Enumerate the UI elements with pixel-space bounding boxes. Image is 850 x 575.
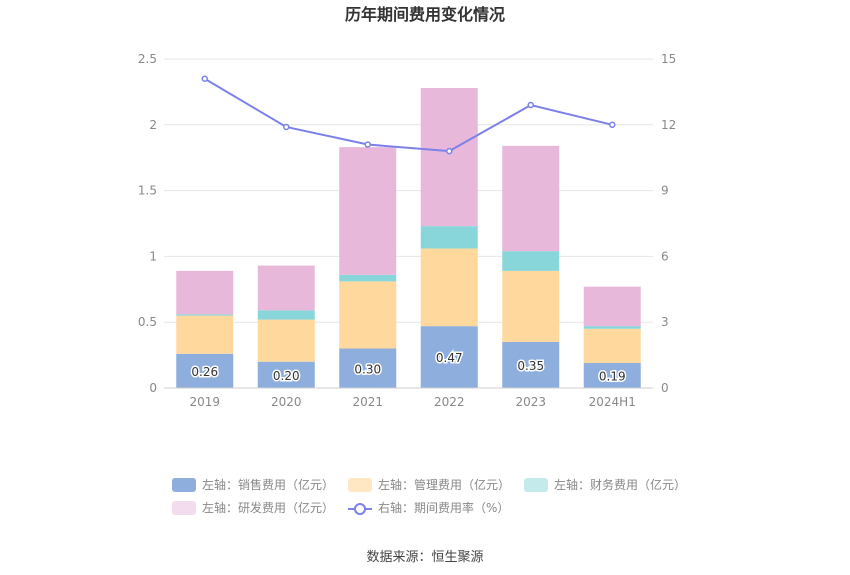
bar-data-label: 0.47 — [436, 351, 463, 365]
legend-swatch-rd — [172, 500, 196, 515]
bar-segment-rd — [502, 145, 560, 252]
legend-label-rd: 左轴：研发费用（亿元） — [202, 501, 335, 515]
bar-data-label: 0.35 — [517, 359, 544, 373]
bar-segment-sales — [257, 361, 315, 388]
bar-segment-admin — [257, 319, 315, 362]
right-tick-label: 6 — [661, 249, 669, 263]
chart-title: 历年期间费用变化情况 — [345, 5, 505, 24]
right-tick-label: 15 — [661, 52, 676, 66]
legend-item-rd[interactable]: 左轴：研发费用（亿元） — [172, 499, 334, 516]
left-tick-label: 0 — [149, 381, 157, 395]
rate-point — [609, 121, 616, 129]
legend-label-finance: 左轴：财务费用（亿元） — [554, 478, 687, 492]
x-tick-label: 2023 — [515, 395, 546, 409]
grid-lines — [164, 58, 653, 323]
legend-swatch-rate — [348, 501, 373, 515]
x-tick-label: 2019 — [189, 395, 220, 409]
bar-segment-sales — [420, 326, 478, 388]
legend-item-rate[interactable]: 右轴：期间费用率（%） — [348, 499, 509, 516]
bar-stack-group — [176, 87, 641, 388]
legend-swatch-finance — [524, 477, 549, 492]
rate-point — [283, 123, 290, 131]
x-tick-label: 2021 — [352, 395, 383, 409]
rate-line-group — [201, 75, 616, 155]
bar-segment-admin — [583, 328, 641, 363]
left-tick-label: 2 — [149, 118, 157, 132]
rate-point — [201, 75, 208, 82]
bar-data-label: 0.26 — [191, 365, 218, 379]
bar-segment-finance — [339, 274, 397, 282]
legend-item-admin[interactable]: 左轴：管理费用（亿元） — [348, 476, 510, 493]
left-tick-label: 1 — [149, 249, 157, 263]
right-axis-ticks: 0 3 6 9 12 15 — [661, 52, 676, 395]
legend-label-sales: 左轴：销售费用（亿元） — [202, 478, 335, 492]
bar-segment-sales — [339, 348, 397, 388]
rate-point — [364, 141, 371, 148]
x-axis-ticks: 2019 2020 2021 2022 2023 2024H1 — [189, 395, 635, 409]
x-tick-label: 2022 — [434, 395, 465, 409]
bar-segment-sales — [502, 341, 560, 388]
x-tick-label: 2020 — [271, 395, 302, 409]
bar-segment-finance — [420, 226, 478, 249]
bar-segment-finance — [502, 251, 560, 271]
left-axis-ticks: 0 0.5 1 1.5 2 2.5 — [138, 52, 157, 395]
bar-segment-admin — [176, 315, 234, 354]
right-tick-label: 9 — [661, 184, 669, 198]
chart-legend: 左轴：销售费用（亿元） 左轴：管理费用（亿元） 左轴：财务费用（亿元） 左轴：研… — [172, 473, 692, 519]
bar-segment-sales — [583, 362, 641, 388]
legend-item-finance[interactable]: 左轴：财务费用（亿元） — [524, 476, 686, 493]
bar-segment-admin — [502, 270, 560, 342]
bar-segment-sales — [176, 353, 234, 388]
legend-item-sales[interactable]: 左轴：销售费用（亿元） — [172, 476, 334, 493]
bar-data-label: 0.30 — [354, 362, 381, 376]
rate-point — [527, 101, 534, 109]
bar-segment-rd — [420, 87, 478, 227]
legend-swatch-admin — [348, 477, 373, 492]
bar-segment-rd — [339, 147, 397, 275]
bar-segment-finance — [257, 310, 315, 320]
rate-line — [204, 77, 613, 153]
bar-segment-rd — [583, 286, 641, 327]
bar-segment-finance — [176, 314, 234, 316]
right-tick-label: 3 — [661, 315, 669, 329]
left-tick-label: 1.5 — [138, 184, 157, 198]
data-source: 数据来源：恒生聚源 — [366, 550, 484, 565]
left-tick-label: 0.5 — [138, 315, 157, 329]
bar-segment-finance — [583, 326, 641, 329]
legend-label-admin: 左轴：管理费用（亿元） — [378, 478, 511, 492]
bar-data-label: 0.20 — [273, 369, 300, 383]
bar-data-labels: 0.26 0.20 0.30 0.47 0.35 0.19 — [190, 350, 627, 385]
bar-segment-admin — [420, 248, 478, 327]
bar-segment-rd — [257, 265, 315, 311]
x-tick-label: 2024H1 — [589, 395, 636, 409]
legend-swatch-sales — [172, 477, 196, 492]
bar-segment-admin — [339, 281, 397, 349]
rate-point — [446, 147, 453, 155]
bar-data-label: 0.19 — [599, 369, 626, 383]
right-tick-label: 0 — [661, 381, 669, 395]
right-tick-label: 12 — [661, 118, 676, 132]
legend-label-rate: 右轴：期间费用率（%） — [378, 501, 510, 515]
left-tick-label: 2.5 — [138, 52, 157, 66]
bar-segment-rd — [176, 270, 234, 315]
